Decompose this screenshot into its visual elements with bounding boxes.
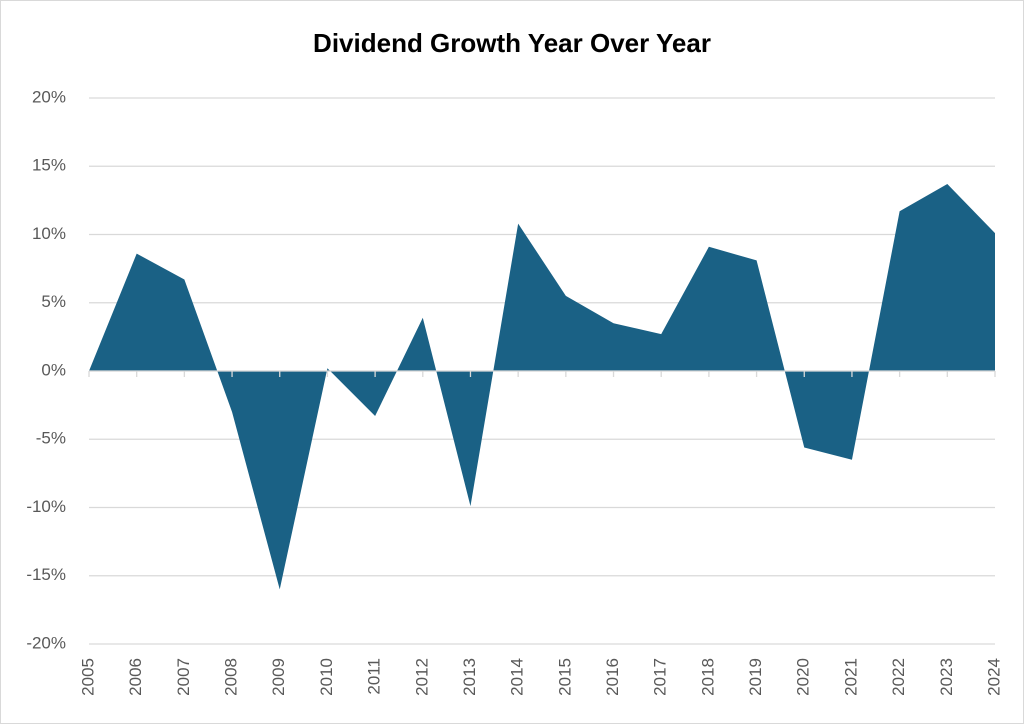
y-tick-label: 20%	[32, 87, 66, 106]
x-tick-label: 2022	[889, 658, 908, 696]
x-tick-label: 2020	[794, 658, 813, 696]
x-tick-label: 2017	[651, 658, 670, 696]
y-tick-label: -10%	[26, 497, 66, 516]
x-tick-label: 2019	[746, 658, 765, 696]
x-tick-label: 2009	[269, 658, 288, 696]
y-tick-label: 0%	[41, 360, 66, 379]
x-tick-label: 2024	[984, 658, 1003, 696]
chart-title: Dividend Growth Year Over Year	[313, 28, 711, 58]
y-tick-label: 10%	[32, 224, 66, 243]
x-tick-label: 2014	[508, 658, 527, 696]
area	[89, 183, 995, 590]
x-tick-label: 2018	[698, 658, 717, 696]
x-tick-label: 2012	[412, 658, 431, 696]
y-tick-label: -20%	[26, 633, 66, 652]
x-tick-label: 2006	[126, 658, 145, 696]
x-tick-label: 2011	[365, 658, 384, 695]
x-tick-label: 2021	[841, 658, 860, 696]
x-tick-label: 2023	[937, 658, 956, 696]
y-tick-label: 5%	[41, 292, 66, 311]
x-tick-label: 2013	[460, 658, 479, 696]
x-tick-label: 2007	[174, 658, 193, 696]
x-tick-label: 2008	[222, 658, 241, 696]
x-tick-label: 2005	[78, 658, 97, 696]
x-tick-label: 2015	[555, 658, 574, 696]
y-tick-label: -15%	[26, 565, 66, 584]
x-tick-label: 2010	[317, 658, 336, 696]
y-tick-label: -5%	[36, 429, 66, 448]
y-tick-label: 15%	[32, 156, 66, 175]
x-tick-label: 2016	[603, 658, 622, 696]
